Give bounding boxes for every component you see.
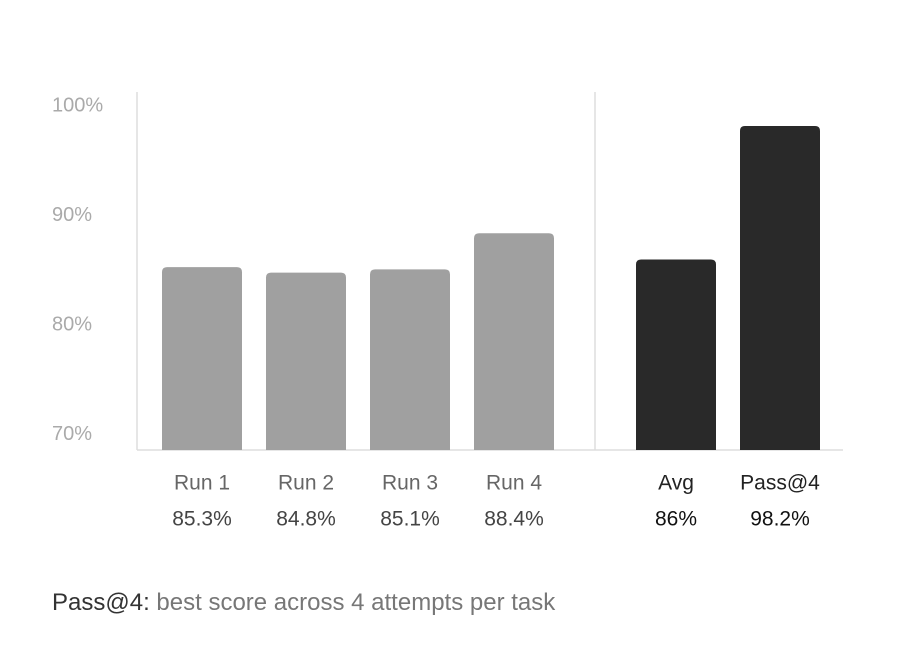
x-tick-label: Run 3	[382, 472, 438, 495]
bar	[370, 269, 450, 450]
x-tick-label: Run 4	[486, 472, 542, 495]
y-tick-label: 100%	[52, 95, 103, 117]
x-tick-label: Run 1	[174, 472, 230, 495]
x-tick-label: Pass@4	[740, 472, 820, 495]
bar	[740, 125, 820, 450]
value-label: 88.4%	[484, 508, 544, 531]
value-label: 85.1%	[380, 508, 440, 531]
y-tick-label: 80%	[52, 313, 92, 335]
footnote-text: best score across 4 attempts per task	[156, 589, 556, 616]
value-label: 98.2%	[750, 508, 810, 531]
y-tick-label: 70%	[52, 423, 92, 445]
value-label: 84.8%	[276, 508, 336, 531]
x-tick-label: Avg	[658, 472, 694, 495]
bar	[636, 259, 716, 450]
x-tick-label: Run 2	[278, 472, 334, 495]
footnote-term: Pass@4:	[52, 589, 150, 616]
bar	[474, 233, 554, 450]
y-tick-label: 90%	[52, 204, 92, 226]
value-label: 86%	[655, 508, 697, 531]
footnote: Pass@4: best score across 4 attempts per…	[52, 589, 556, 616]
bar	[266, 272, 346, 450]
value-label: 85.3%	[172, 508, 232, 531]
bar	[162, 267, 242, 450]
